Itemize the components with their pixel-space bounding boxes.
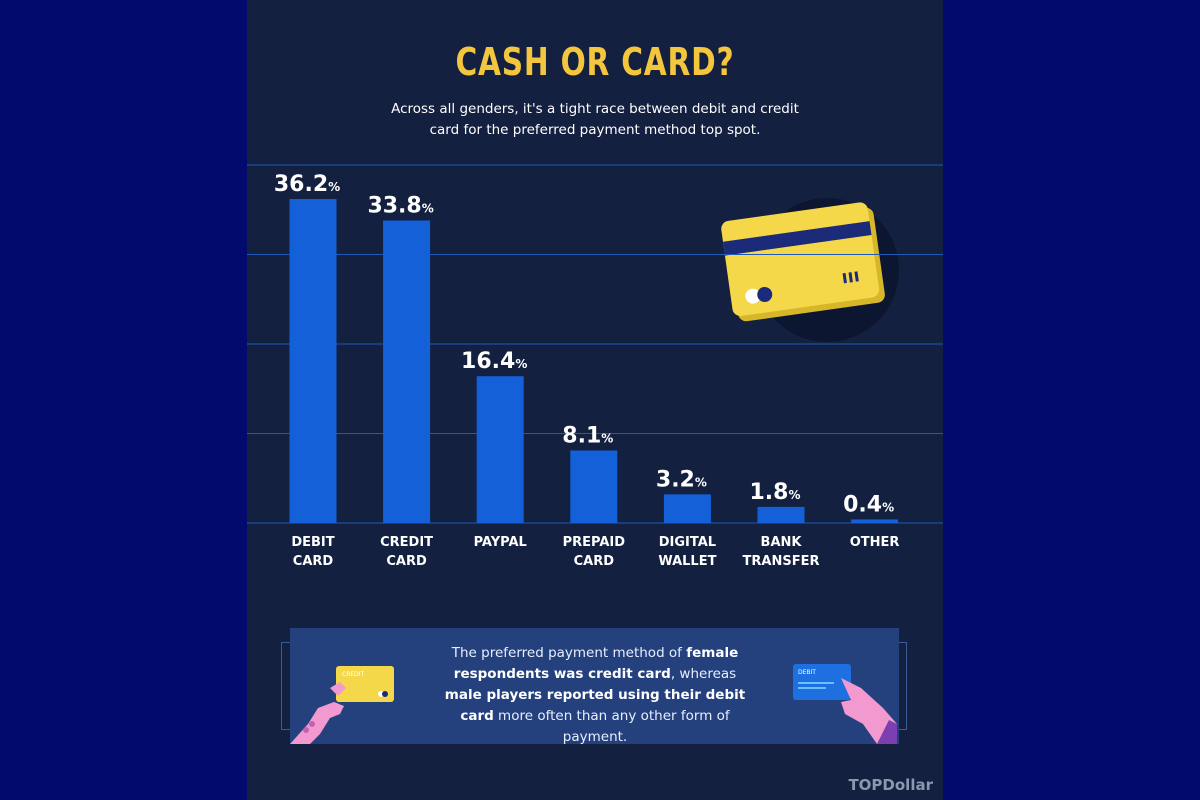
callout-box: The preferred payment method of female r… <box>290 628 899 745</box>
callout-text-part: , whereas <box>670 666 737 682</box>
bar <box>289 199 337 523</box>
callout-text-part: more often than any other form of paymen… <box>493 708 730 745</box>
data-label: 0.4% <box>843 492 894 517</box>
category-label: OTHER <box>850 535 900 550</box>
bar-chart: 36.2% 33.8% 16.4% 8.1% 3.2% 1.8% 0.4% DEBIT CAR… <box>247 164 943 569</box>
data-label: 8.1% <box>562 424 613 449</box>
callout-highlight-female: female respondents was credit card <box>453 645 739 682</box>
data-label: 3.2% <box>656 467 707 492</box>
data-label: 33.8% <box>367 193 433 218</box>
chart-title: CASH OR CARD? <box>455 40 735 84</box>
chart-subtitle: Across all genders, it's a tight race be… <box>391 101 799 138</box>
bar <box>476 376 524 523</box>
category-label: DIGITAL WALLET <box>658 535 716 569</box>
hand-with-credit-card-illustration: CREDIT <box>290 666 394 744</box>
bar <box>383 220 431 524</box>
callout-text: The preferred payment method of female r… <box>440 643 750 748</box>
category-label: PREPAID CARD <box>563 535 626 569</box>
data-label: 36.2% <box>274 172 340 197</box>
brand-logo: TOPDollar <box>848 776 933 794</box>
credit-card-illustration <box>721 198 899 342</box>
debit-card-label: DEBIT <box>798 669 816 676</box>
category-label: CREDIT CARD <box>380 535 433 569</box>
callout-text-part: The preferred payment method of <box>451 645 687 661</box>
category-label: BANK TRANSFER <box>743 535 820 569</box>
callout-highlight-male: male players reported using their debit … <box>444 687 746 724</box>
bar <box>570 450 618 523</box>
data-label: 1.8% <box>749 480 800 505</box>
bar <box>663 494 711 523</box>
category-label: PAYPAL <box>474 535 527 550</box>
infographic-panel: CASH OR CARD? Across all genders, it's a… <box>247 0 943 800</box>
bar <box>757 506 805 523</box>
data-label: 16.4% <box>461 349 527 374</box>
hand-with-debit-card-illustration: DEBIT <box>793 664 897 744</box>
bar <box>851 519 899 523</box>
category-label: DEBIT CARD <box>291 535 334 569</box>
credit-card-label: CREDIT <box>342 671 365 678</box>
